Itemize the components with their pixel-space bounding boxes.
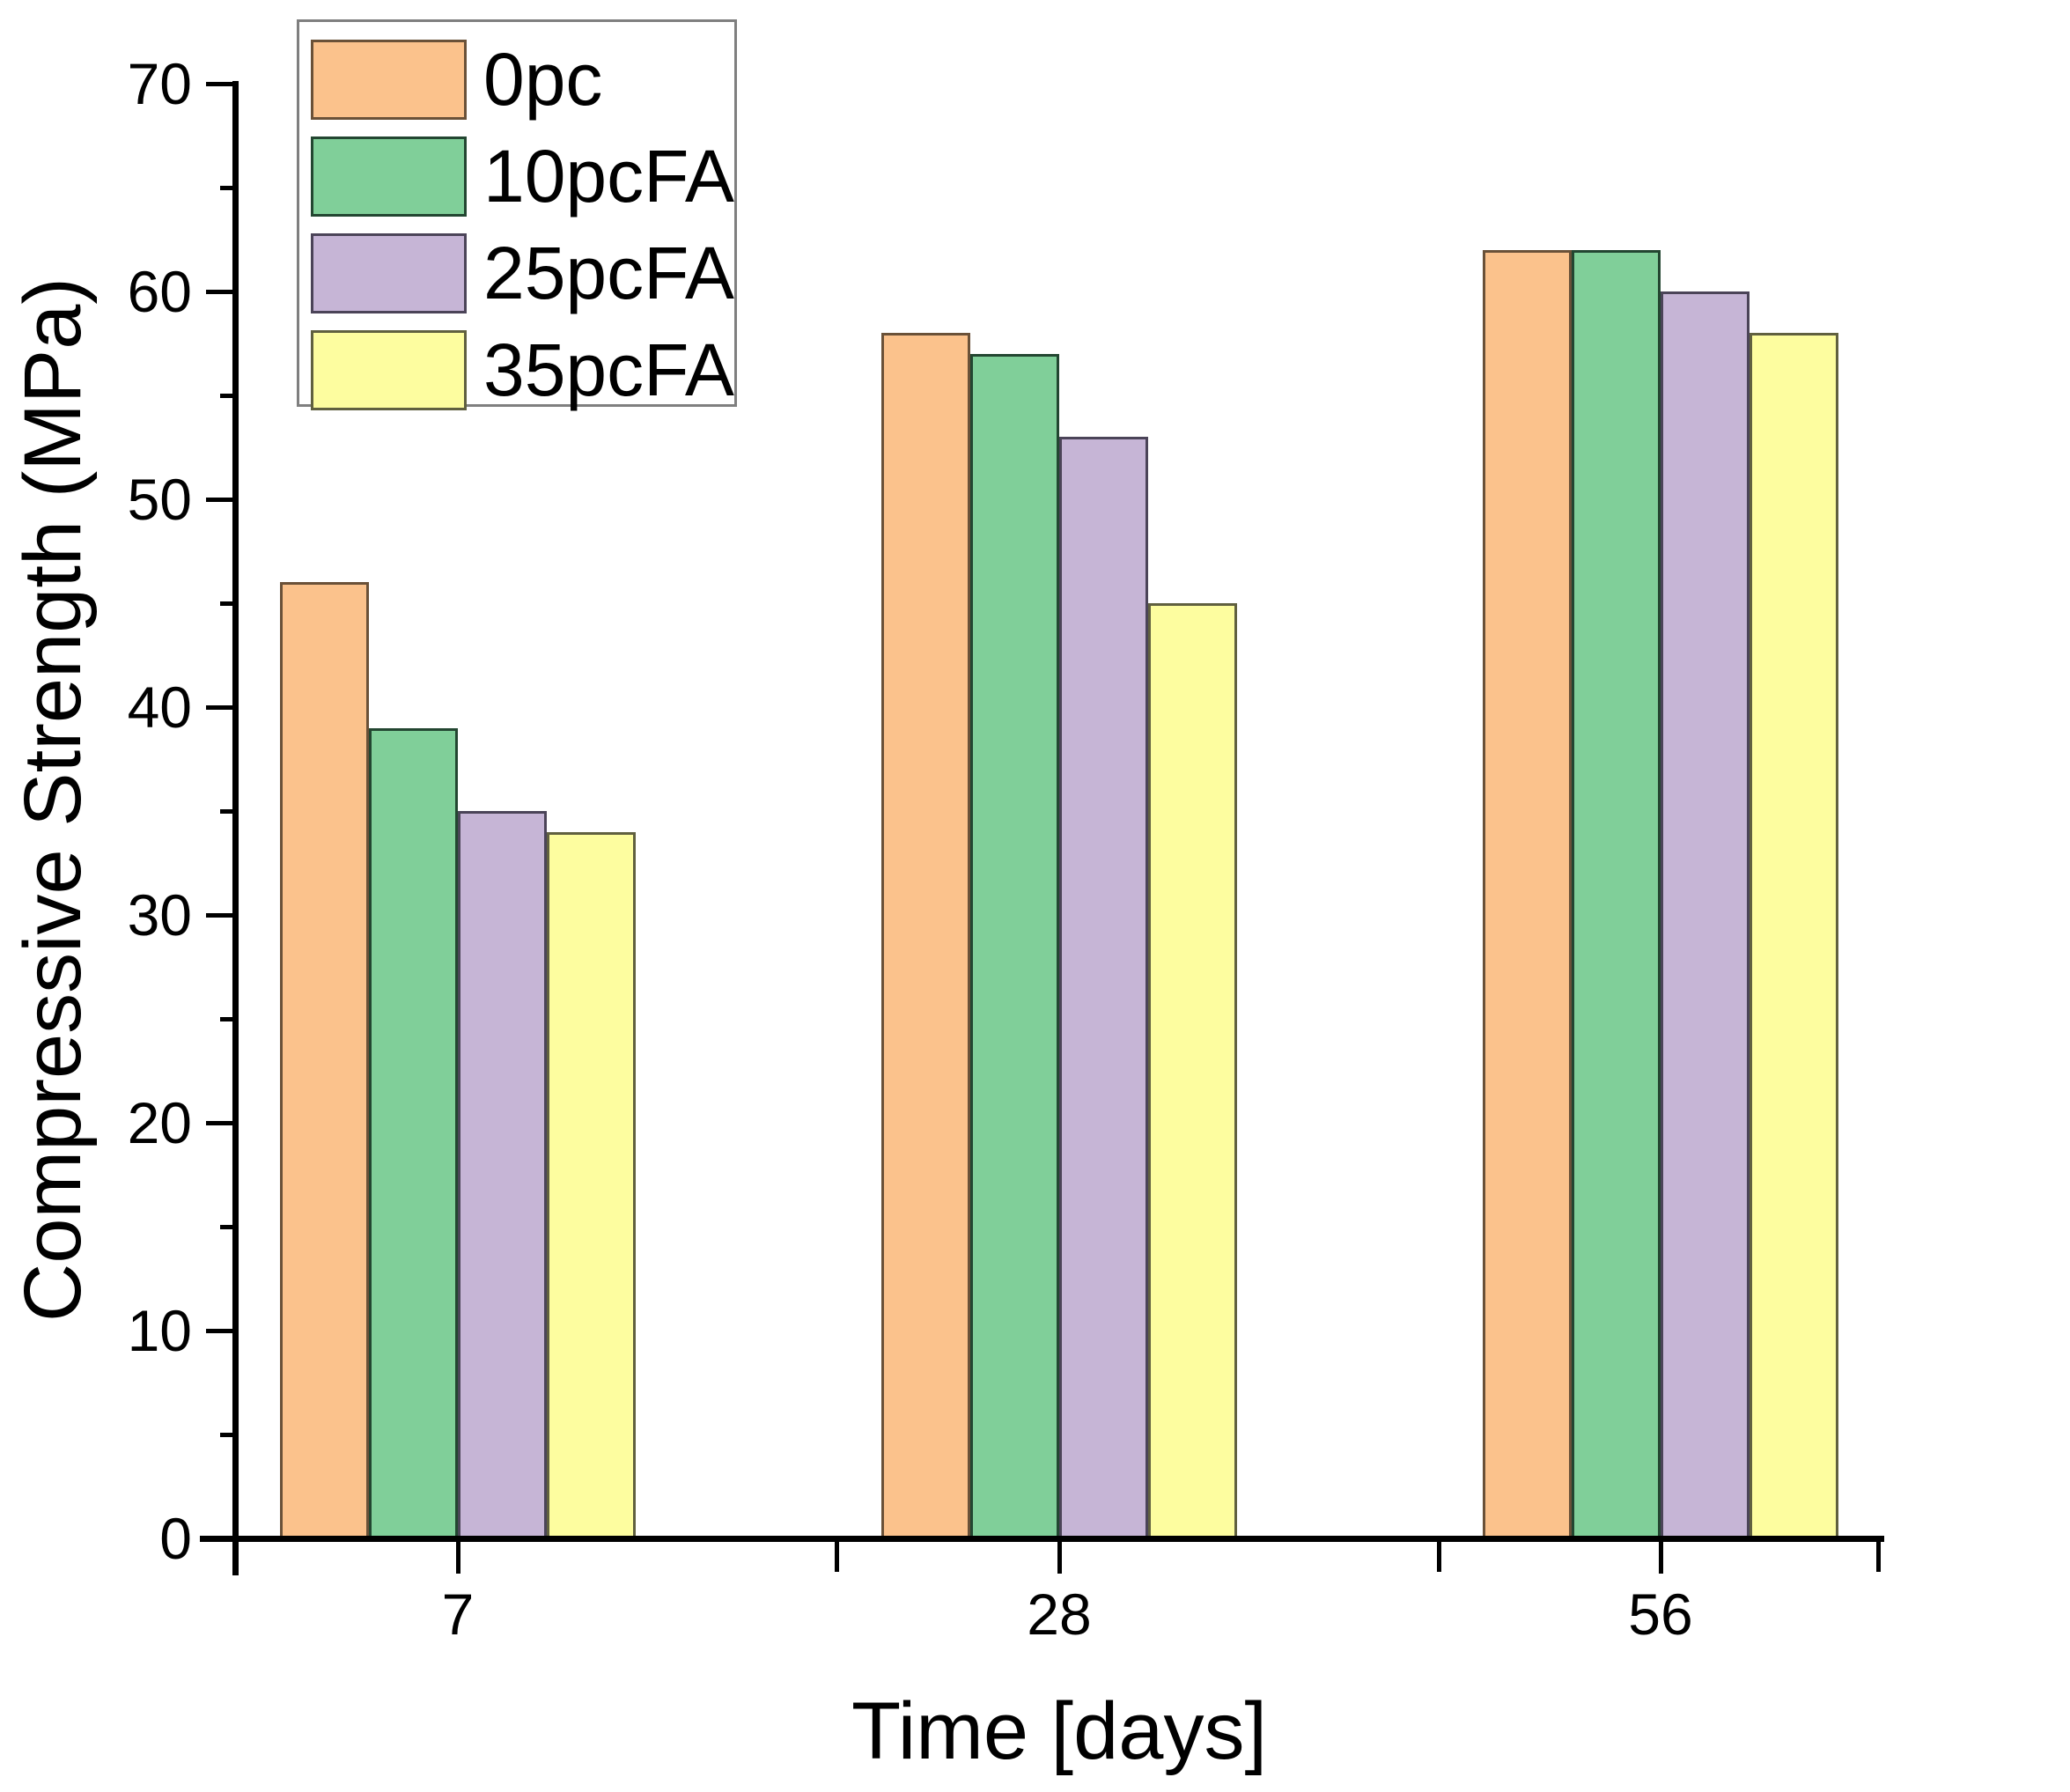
y-axis-line	[232, 81, 239, 1575]
x-minor-tick	[1436, 1538, 1441, 1572]
x-axis-line	[200, 1536, 1884, 1542]
y-major-tick	[206, 1328, 236, 1333]
bar-0pc-7	[280, 582, 369, 1538]
x-minor-tick	[1875, 1538, 1881, 1572]
legend-label-10pcFA: 10pcFA	[483, 135, 734, 218]
bar-35pcFA-28	[1148, 603, 1237, 1538]
bar-35pcFA-56	[1750, 333, 1838, 1538]
bar-0pc-28	[881, 333, 970, 1538]
legend-item-25pcFA: 25pcFA	[299, 233, 734, 313]
bar-10pcFA-28	[970, 353, 1059, 1538]
bar-10pcFA-56	[1572, 249, 1661, 1538]
y-major-tick	[206, 81, 236, 86]
bar-25pcFA-56	[1661, 291, 1750, 1538]
legend-item-10pcFA: 10pcFA	[299, 136, 734, 217]
y-tick-label: 10	[127, 1298, 192, 1363]
bar-10pcFA-7	[369, 727, 458, 1538]
y-tick-label: 20	[127, 1090, 192, 1155]
x-tick-label: 28	[1027, 1582, 1092, 1647]
y-major-tick	[206, 497, 236, 502]
y-tick-label: 0	[159, 1506, 192, 1571]
y-minor-tick	[220, 1432, 236, 1437]
x-minor-tick	[834, 1538, 839, 1572]
x-tick-label: 56	[1628, 1582, 1693, 1647]
y-minor-tick	[220, 601, 236, 606]
y-minor-tick	[220, 1016, 236, 1021]
legend: 0pc 10pcFA 25pcFA 35pcFA	[297, 19, 737, 410]
x-major-tick	[455, 1538, 460, 1574]
legend-item-35pcFA: 35pcFA	[299, 330, 734, 410]
y-tick-label: 70	[127, 51, 192, 116]
y-tick-label: 30	[127, 882, 192, 948]
y-tick-label: 60	[127, 259, 192, 324]
y-minor-tick	[220, 1224, 236, 1229]
legend-swatch-0pc	[311, 40, 467, 120]
bar-0pc-56	[1483, 249, 1572, 1538]
y-minor-tick	[220, 808, 236, 814]
y-minor-tick	[220, 185, 236, 190]
x-major-tick	[1658, 1538, 1663, 1574]
x-major-tick	[1057, 1538, 1062, 1574]
bar-25pcFA-7	[458, 811, 547, 1538]
y-tick-label: 50	[127, 467, 192, 532]
legend-label-0pc: 0pc	[483, 38, 603, 121]
legend-swatch-35pcFA	[311, 330, 467, 410]
y-major-tick	[206, 912, 236, 918]
legend-label-35pcFA: 35pcFA	[483, 328, 734, 411]
legend-swatch-10pcFA	[311, 136, 467, 217]
y-major-tick	[206, 1120, 236, 1125]
bar-35pcFA-7	[547, 831, 636, 1538]
legend-item-0pc: 0pc	[299, 40, 734, 120]
x-tick-label: 7	[441, 1582, 475, 1647]
y-major-tick	[206, 704, 236, 710]
bar-25pcFA-28	[1059, 437, 1148, 1538]
y-axis-title: Compressive Strength (MPa)	[8, 277, 98, 1323]
y-tick-label: 40	[127, 675, 192, 740]
y-minor-tick	[220, 393, 236, 398]
y-major-tick	[206, 289, 236, 294]
legend-swatch-25pcFA	[311, 233, 467, 313]
legend-label-25pcFA: 25pcFA	[483, 232, 734, 314]
x-axis-title: Time [days]	[851, 1686, 1268, 1776]
